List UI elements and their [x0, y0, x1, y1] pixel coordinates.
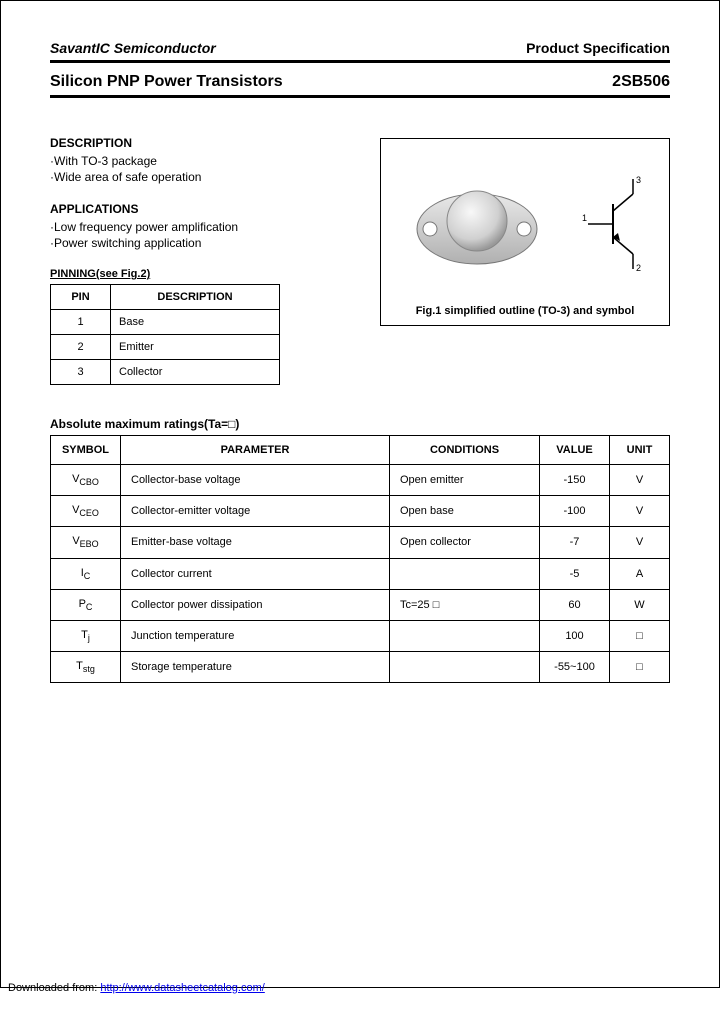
- figure-caption: Fig.1 simplified outline (TO-3) and symb…: [389, 305, 661, 317]
- table-row: 2 Emitter: [51, 335, 280, 360]
- table-row: VEBOEmitter-base voltageOpen collector-7…: [51, 527, 670, 558]
- col-value: VALUE: [540, 436, 610, 465]
- pin-col-header: PIN: [51, 285, 111, 310]
- product-title: Silicon PNP Power Transistors: [50, 73, 283, 91]
- param-cell: Storage temperature: [121, 652, 390, 683]
- desc-col-header: DESCRIPTION: [111, 285, 280, 310]
- title-row: Silicon PNP Power Transistors 2SB506: [50, 73, 670, 91]
- col-unit: UNIT: [610, 436, 670, 465]
- value-cell: -7: [540, 527, 610, 558]
- table-row: 1 Base: [51, 310, 280, 335]
- divider-top: [50, 60, 670, 63]
- company-name: SavantIC Semiconductor: [50, 40, 216, 56]
- desc-item-2: ·Wide area of safe operation: [50, 170, 364, 184]
- cond-cell: Open collector: [390, 527, 540, 558]
- col-conditions: CONDITIONS: [390, 436, 540, 465]
- symbol-cell: VCEO: [51, 496, 121, 527]
- divider-title: [50, 95, 670, 98]
- ratings-heading: Absolute maximum ratings(Ta=□): [50, 417, 670, 431]
- pin-cell: 1: [51, 310, 111, 335]
- app-item-2: ·Power switching application: [50, 236, 364, 250]
- cond-cell: [390, 620, 540, 651]
- footer-prefix: Downloaded from:: [8, 982, 100, 994]
- pinning-table: PIN DESCRIPTION 1 Base 2 Emitter 3 Colle…: [50, 284, 280, 385]
- param-cell: Emitter-base voltage: [121, 527, 390, 558]
- symbol-cell: VCBO: [51, 465, 121, 496]
- symbol-cell: Tstg: [51, 652, 121, 683]
- param-cell: Collector power dissipation: [121, 589, 390, 620]
- cond-cell: [390, 652, 540, 683]
- ratings-table: SYMBOL PARAMETER CONDITIONS VALUE UNIT V…: [50, 435, 670, 683]
- unit-cell: V: [610, 527, 670, 558]
- symbol-cell: VEBO: [51, 527, 121, 558]
- value-cell: -100: [540, 496, 610, 527]
- table-header-row: SYMBOL PARAMETER CONDITIONS VALUE UNIT: [51, 436, 670, 465]
- value-cell: 100: [540, 620, 610, 651]
- footer-link[interactable]: http://www.datasheetcatalog.com/: [100, 982, 264, 994]
- table-row: PCCollector power dissipationTc=25 □60W: [51, 589, 670, 620]
- unit-cell: □: [610, 620, 670, 651]
- left-column: DESCRIPTION ·With TO-3 package ·Wide are…: [50, 108, 364, 385]
- symbol-cell: IC: [51, 558, 121, 589]
- table-header-row: PIN DESCRIPTION: [51, 285, 280, 310]
- table-row: 3 Collector: [51, 360, 280, 385]
- part-number: 2SB506: [612, 73, 670, 91]
- description-heading: DESCRIPTION: [50, 136, 364, 150]
- footer: Downloaded from: http://www.datasheetcat…: [8, 982, 265, 994]
- figure-box: 1 3 2 Fig.1 simplified outline (TO-3) an…: [380, 138, 670, 326]
- table-row: ICCollector current -5A: [51, 558, 670, 589]
- unit-cell: W: [610, 589, 670, 620]
- applications-heading: APPLICATIONS: [50, 202, 364, 216]
- symbol-cell: Tj: [51, 620, 121, 651]
- unit-cell: V: [610, 496, 670, 527]
- param-cell: Collector current: [121, 558, 390, 589]
- cond-cell: [390, 558, 540, 589]
- param-cell: Junction temperature: [121, 620, 390, 651]
- unit-cell: A: [610, 558, 670, 589]
- spec-label: Product Specification: [526, 40, 670, 56]
- unit-cell: □: [610, 652, 670, 683]
- param-cell: Collector-base voltage: [121, 465, 390, 496]
- param-cell: Collector-emitter voltage: [121, 496, 390, 527]
- table-row: TjJunction temperature 100□: [51, 620, 670, 651]
- pin-label-2: 2: [636, 263, 641, 273]
- pinning-heading: PINNING(see Fig.2): [50, 268, 364, 280]
- pin-label-3: 3: [636, 175, 641, 185]
- cond-cell: Tc=25 □: [390, 589, 540, 620]
- cond-cell: Open base: [390, 496, 540, 527]
- figure-inner: 1 3 2: [389, 149, 661, 299]
- app-item-1: ·Low frequency power amplification: [50, 220, 364, 234]
- transistor-symbol-icon: 1 3 2: [578, 169, 648, 279]
- table-row: TstgStorage temperature -55~100□: [51, 652, 670, 683]
- to3-package-icon: [402, 169, 552, 279]
- value-cell: -5: [540, 558, 610, 589]
- content-row: DESCRIPTION ·With TO-3 package ·Wide are…: [50, 108, 670, 385]
- pin-label-1: 1: [582, 213, 587, 223]
- symbol-cell: PC: [51, 589, 121, 620]
- table-row: VCBOCollector-base voltageOpen emitter-1…: [51, 465, 670, 496]
- table-row: VCEOCollector-emitter voltageOpen base-1…: [51, 496, 670, 527]
- unit-cell: V: [610, 465, 670, 496]
- header-row: SavantIC Semiconductor Product Specifica…: [50, 40, 670, 56]
- value-cell: 60: [540, 589, 610, 620]
- col-symbol: SYMBOL: [51, 436, 121, 465]
- value-cell: -55~100: [540, 652, 610, 683]
- pin-desc-cell: Collector: [111, 360, 280, 385]
- pin-desc-cell: Base: [111, 310, 280, 335]
- pin-cell: 3: [51, 360, 111, 385]
- pin-desc-cell: Emitter: [111, 335, 280, 360]
- pin-cell: 2: [51, 335, 111, 360]
- desc-item-1: ·With TO-3 package: [50, 154, 364, 168]
- cond-cell: Open emitter: [390, 465, 540, 496]
- col-parameter: PARAMETER: [121, 436, 390, 465]
- page: SavantIC Semiconductor Product Specifica…: [0, 0, 720, 703]
- value-cell: -150: [540, 465, 610, 496]
